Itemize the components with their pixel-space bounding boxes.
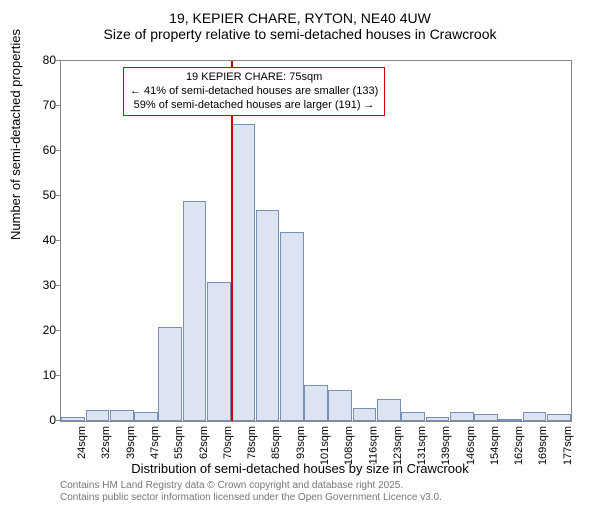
- histogram-bar: [86, 410, 110, 421]
- y-tick-mark: [55, 285, 60, 286]
- histogram-bar: [328, 390, 352, 422]
- footer-line1: Contains HM Land Registry data © Crown c…: [60, 480, 442, 492]
- histogram-bar: [401, 412, 425, 421]
- histogram-bar: [134, 412, 158, 421]
- histogram-bar: [353, 408, 377, 422]
- x-tick-label: 108sqm: [343, 426, 355, 465]
- x-tick-label: 70sqm: [222, 426, 234, 459]
- annotation-line2: ← 41% of semi-detached houses are smalle…: [130, 85, 378, 99]
- x-tick-label: 32sqm: [100, 426, 112, 459]
- y-tick-mark: [55, 60, 60, 61]
- y-tick-label: 0: [28, 413, 56, 427]
- footer-attribution: Contains HM Land Registry data © Crown c…: [60, 480, 442, 504]
- plot-area: 19 KEPIER CHARE: 75sqm← 41% of semi-deta…: [60, 60, 572, 422]
- x-tick-label: 101sqm: [319, 426, 331, 465]
- x-tick-label: 39sqm: [125, 426, 137, 459]
- x-tick-label: 154sqm: [489, 426, 501, 465]
- x-tick-label: 47sqm: [149, 426, 161, 459]
- histogram-bar: [183, 201, 207, 422]
- x-tick-label: 78sqm: [246, 426, 258, 459]
- footer-line2: Contains public sector information licen…: [60, 492, 442, 504]
- chart-container: 19, KEPIER CHARE, RYTON, NE40 4UW Size o…: [0, 10, 600, 510]
- x-tick-label: 177sqm: [562, 426, 574, 465]
- x-tick-label: 85sqm: [270, 426, 282, 459]
- annotation-line3: 59% of semi-detached houses are larger (…: [130, 99, 378, 113]
- x-tick-label: 131sqm: [416, 426, 428, 465]
- x-tick-label: 162sqm: [513, 426, 525, 465]
- y-tick-mark: [55, 375, 60, 376]
- y-tick-mark: [55, 330, 60, 331]
- x-tick-label: 55sqm: [173, 426, 185, 459]
- y-tick-mark: [55, 195, 60, 196]
- histogram-bar: [61, 417, 85, 422]
- y-axis-label: Number of semi-detached properties: [8, 29, 23, 240]
- x-tick-label: 62sqm: [198, 426, 210, 459]
- y-tick-mark: [55, 105, 60, 106]
- y-tick-label: 60: [28, 143, 56, 157]
- x-tick-label: 139sqm: [440, 426, 452, 465]
- y-tick-mark: [55, 150, 60, 151]
- histogram-bar: [231, 124, 255, 421]
- y-tick-mark: [55, 420, 60, 421]
- y-tick-mark: [55, 240, 60, 241]
- histogram-bar: [547, 414, 571, 421]
- histogram-bar: [450, 412, 474, 421]
- histogram-bar: [426, 417, 450, 422]
- annotation-box: 19 KEPIER CHARE: 75sqm← 41% of semi-deta…: [123, 67, 385, 116]
- x-tick-label: 24sqm: [76, 426, 88, 459]
- histogram-bar: [110, 410, 134, 421]
- x-tick-label: 146sqm: [465, 426, 477, 465]
- chart-title-main: 19, KEPIER CHARE, RYTON, NE40 4UW: [0, 10, 600, 26]
- histogram-bar: [304, 385, 328, 421]
- chart-title-sub: Size of property relative to semi-detach…: [0, 26, 600, 42]
- y-tick-label: 20: [28, 323, 56, 337]
- histogram-bar: [377, 399, 401, 422]
- x-axis-label: Distribution of semi-detached houses by …: [0, 461, 600, 476]
- x-tick-label: 123sqm: [392, 426, 404, 465]
- histogram-bar: [498, 419, 522, 421]
- x-tick-label: 116sqm: [368, 426, 380, 464]
- x-tick-label: 93sqm: [295, 426, 307, 459]
- histogram-bar: [523, 412, 547, 421]
- y-tick-label: 80: [28, 53, 56, 67]
- y-tick-label: 30: [28, 278, 56, 292]
- histogram-bar: [280, 232, 304, 421]
- y-tick-label: 70: [28, 98, 56, 112]
- y-tick-label: 10: [28, 368, 56, 382]
- histogram-bar: [256, 210, 280, 422]
- y-tick-label: 40: [28, 233, 56, 247]
- x-tick-label: 169sqm: [538, 426, 550, 465]
- histogram-bar: [158, 327, 182, 422]
- histogram-bar: [474, 414, 498, 421]
- annotation-line1: 19 KEPIER CHARE: 75sqm: [130, 71, 378, 85]
- histogram-bar: [207, 282, 231, 422]
- y-tick-label: 50: [28, 188, 56, 202]
